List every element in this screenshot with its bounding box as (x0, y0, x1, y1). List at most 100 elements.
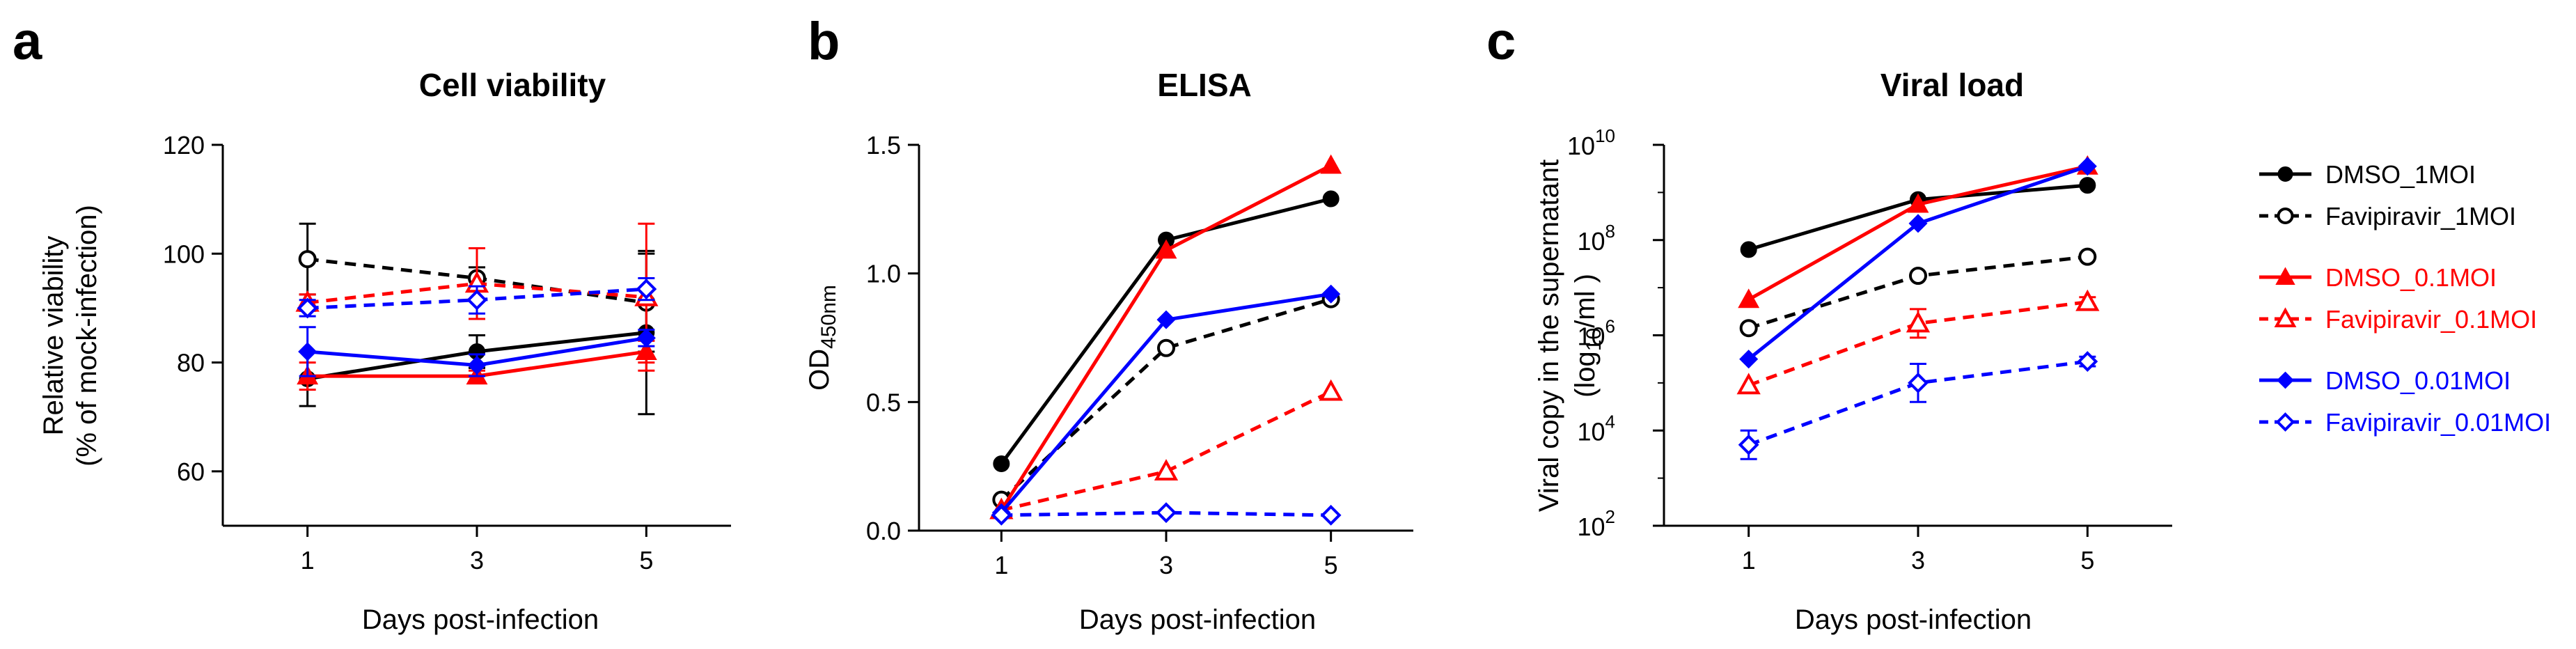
x-tick-label-c-2: 5 (2080, 546, 2094, 574)
data-point-b-DMSO_0.1MOI-1 (1155, 239, 1177, 259)
series-line-b-Favipiravir_1MOI (1000, 297, 1332, 501)
y-tick-label-a-2: 100 (163, 240, 205, 268)
x-axis-title-c: Days post-infection (1795, 604, 2032, 635)
chart-title-c: Viral load (1880, 67, 2024, 103)
data-point-b-Favipiravir_0.01MOI-1 (1156, 502, 1177, 524)
data-point-c-Favipiravir_1MOI-1 (1909, 267, 1927, 286)
y-axis-title-b: OD450nm (804, 285, 840, 391)
y-tick-exponent: 6 (1605, 316, 1615, 337)
data-point-c-DMSO_0.01MOI-2 (2078, 157, 2097, 176)
series-line-b-Favipiravir_0.1MOI (1000, 390, 1332, 512)
y-tick-base: 10 (1577, 513, 1605, 541)
data-point-c-Favipiravir_0.1MOI-2 (2075, 289, 2100, 311)
y-axis-title-c-line1: Viral copy in the supernatant (1534, 159, 1564, 512)
data-point-c-Favipiravir_0.1MOI-1 (1906, 311, 1931, 333)
y-tick-label-b-3: 1.5 (866, 131, 901, 159)
data-point-a-Favipiravir_0.01MOI-1 (466, 289, 487, 311)
x-tick-label-a-0: 1 (301, 546, 315, 574)
chart-a: 1 3 5 60 80 100 120 (163, 131, 659, 574)
y-tick-label-b-2: 1.0 (866, 260, 901, 288)
data-point-c-Favipiravir_0.1MOI-0 (1736, 373, 1761, 395)
data-point-a-Favipiravir_1MOI-0 (298, 250, 317, 269)
series-c-Favipiravir_0.01MOI (1738, 351, 2098, 460)
legend-marker-Favipiravir_0.01MOI (2275, 412, 2295, 432)
legend-label-Favipiravir_0.01MOI: Favipiravir_0.01MOI (2325, 408, 2551, 437)
x-axis-title-b: Days post-infection (1079, 604, 1316, 635)
x-tick-label-c-1: 3 (1911, 546, 1925, 574)
legend: DMSO_1MOI Favipiravir_1MOI DMSO_0.1MOI Favi… (2259, 160, 2551, 437)
chart-title-b: ELISA (1157, 67, 1251, 103)
data-point-c-DMSO_1MOI-2 (2079, 177, 2096, 194)
data-point-c-DMSO_0.01MOI-1 (1908, 214, 1928, 233)
y-tick-exponent: 10 (1595, 125, 1615, 146)
legend-item-Favipiravir_0.01MOI: Favipiravir_0.01MOI (2259, 408, 2551, 437)
legend-marker-DMSO_1MOI (2277, 166, 2293, 182)
legend-label-Favipiravir_0.1MOI: Favipiravir_0.1MOI (2325, 305, 2537, 334)
panel-letter-a: a (13, 12, 42, 71)
data-point-c-DMSO_0.1MOI-0 (1738, 288, 1760, 308)
data-point-c-DMSO_0.01MOI-0 (1739, 350, 1759, 369)
chart-title-a: Cell viability (419, 67, 606, 103)
data-point-b-DMSO_1MOI-0 (993, 455, 1010, 472)
y-tick-exponent: 8 (1605, 221, 1615, 242)
panel-letter-b: b (808, 12, 840, 71)
data-point-a-DMSO_0.01MOI-2 (636, 328, 656, 347)
legend-marker-Favipiravir_1MOI (2277, 208, 2294, 224)
series-b-DMSO_1MOI (993, 190, 1340, 472)
series-c-Favipiravir_1MOI (1739, 247, 2097, 338)
series-line-b-DMSO_0.1MOI (1000, 164, 1332, 511)
x-tick-label-a-2: 5 (639, 546, 653, 574)
legend-label-DMSO_0.1MOI: DMSO_0.1MOI (2325, 263, 2497, 292)
data-point-b-Favipiravir_0.01MOI-2 (1320, 504, 1342, 526)
x-tick-label-b-0: 1 (994, 551, 1008, 579)
data-point-c-Favipiravir_1MOI-0 (1739, 319, 1758, 338)
y-tick-exponent: 4 (1605, 411, 1615, 432)
data-point-c-Favipiravir_0.01MOI-2 (2077, 351, 2098, 373)
data-point-b-DMSO_1MOI-2 (1322, 190, 1340, 208)
panel-letter-c: c (1486, 12, 1516, 71)
y-tick-label-a-1: 80 (177, 349, 205, 377)
series-a-Favipiravir_0.01MOI (297, 276, 657, 319)
legend-item-DMSO_0.1MOI: DMSO_0.1MOI (2259, 263, 2497, 292)
y-tick-label-c-0: 102 (1577, 506, 1615, 541)
data-point-b-Favipiravir_1MOI-1 (1157, 338, 1175, 357)
data-point-c-Favipiravir_1MOI-2 (2078, 247, 2097, 266)
series-b-Favipiravir_0.1MOI (989, 379, 1343, 519)
y-tick-label-c-4: 1010 (1567, 125, 1615, 160)
y-tick-base: 10 (1577, 227, 1605, 256)
y-tick-label-b-1: 0.5 (866, 388, 901, 416)
y-tick-base: 10 (1567, 132, 1595, 160)
chart-b: 1 3 5 0.0 0.5 1.0 1.5 (866, 131, 1343, 579)
y-tick-label-b-0: 0.0 (866, 517, 901, 545)
data-point-a-DMSO_0.01MOI-0 (298, 342, 317, 361)
data-point-b-Favipiravir_0.1MOI-2 (1319, 379, 1343, 401)
data-point-b-DMSO_0.1MOI-2 (1320, 154, 1342, 174)
data-point-b-Favipiravir_0.01MOI-0 (991, 504, 1012, 526)
x-tick-label-a-1: 3 (470, 546, 484, 574)
y-axis-title-b-sub: 450nm (817, 285, 840, 349)
data-point-a-Favipiravir_0.01MOI-2 (636, 279, 657, 300)
data-point-c-Favipiravir_0.01MOI-0 (1738, 434, 1759, 455)
y-tick-label-c-3: 108 (1577, 221, 1615, 256)
y-axis-title-c-post: /ml ) (1570, 274, 1601, 328)
y-tick-label-a-0: 60 (177, 458, 205, 486)
x-tick-label-b-2: 5 (1324, 551, 1338, 579)
legend-item-DMSO_0.01MOI: DMSO_0.01MOI (2259, 366, 2511, 395)
legend-item-Favipiravir_1MOI: Favipiravir_1MOI (2259, 202, 2516, 230)
y-tick-exponent: 2 (1605, 506, 1615, 527)
series-c-DMSO_0.01MOI (1739, 157, 2097, 369)
y-tick-label-a-3: 120 (163, 131, 205, 159)
series-c-Favipiravir_0.1MOI (1736, 289, 2100, 395)
legend-marker-Favipiravir_0.1MOI (2274, 307, 2297, 327)
x-tick-label-b-1: 3 (1159, 551, 1173, 579)
series-line-c-Favipiravir_0.01MOI (1748, 359, 2088, 447)
data-point-c-DMSO_1MOI-0 (1740, 241, 1757, 258)
data-point-c-Favipiravir_0.01MOI-1 (1908, 372, 1929, 393)
data-point-b-DMSO_0.01MOI-2 (1321, 284, 1341, 304)
y-axis-title-a-line1: Relative viability (38, 236, 69, 436)
series-b-Favipiravir_0.01MOI (991, 502, 1342, 526)
legend-marker-DMSO_0.01MOI (2277, 371, 2294, 389)
y-tick-base: 10 (1577, 322, 1605, 351)
y-tick-base: 10 (1577, 417, 1605, 446)
